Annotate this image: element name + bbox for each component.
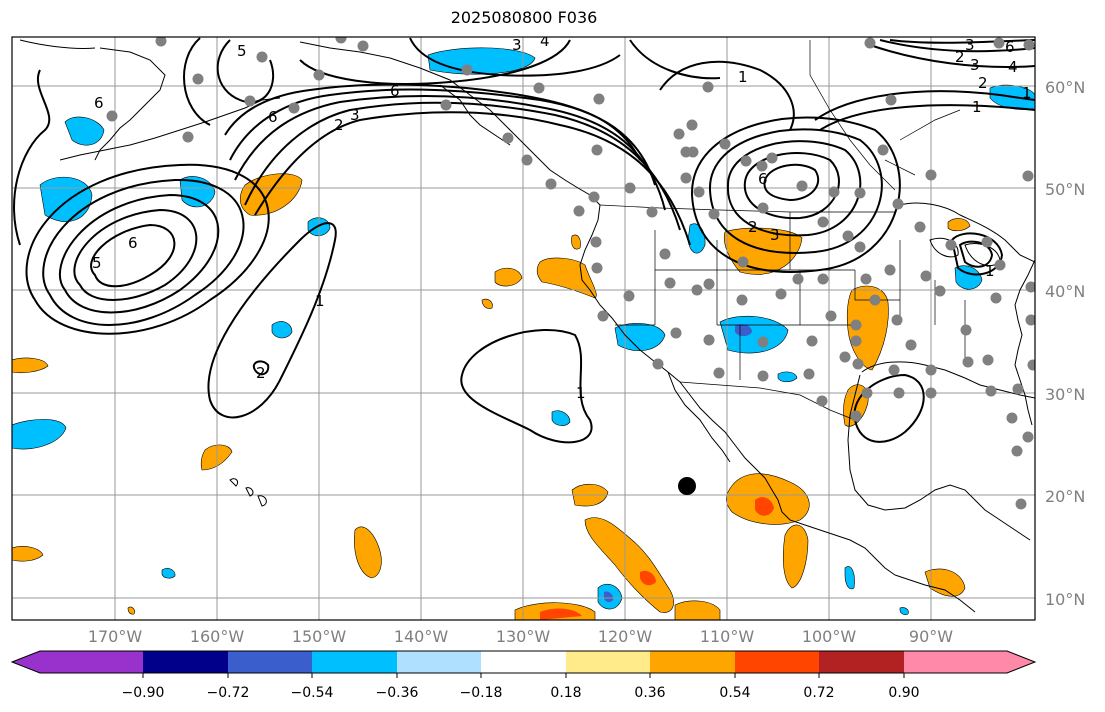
lon-label-150w: 150°W [292, 627, 347, 646]
contour-label: 1 [738, 68, 748, 86]
contour-label: 3 [965, 36, 975, 54]
contour-label: 1 [985, 262, 995, 280]
contour-label: 2 [748, 218, 758, 236]
lon-label-160w: 160°W [190, 627, 245, 646]
contour-label: 3 [770, 226, 780, 244]
colorbar-tick-label: −0.90 [122, 685, 165, 701]
contour-label: 2 [256, 364, 266, 382]
colorbar-tick-label: 0.90 [888, 685, 919, 701]
contour-label: 6 [1005, 38, 1015, 56]
contour-label: 5 [92, 254, 102, 272]
latitude-labels: 60°N 50°N 40°N 30°N 20°N 10°N [1045, 78, 1085, 609]
contour-label: 3 [512, 36, 522, 54]
lat-label-30n: 30°N [1045, 385, 1085, 404]
contour-label: 2 [334, 116, 344, 134]
colorbar-segment [228, 651, 312, 673]
contour-label-group: 5 4 3 6 6 2 3 1 6 3 2 1 6 5 6 1 2 1 3 2 … [92, 32, 1032, 402]
map-frame [11, 36, 1036, 621]
contour-lines [13, 37, 1035, 444]
map-panel: 5 4 3 6 6 2 3 1 6 3 2 1 6 5 6 1 2 1 3 2 … [12, 32, 1035, 620]
colorbar-tick-label: −0.18 [460, 685, 503, 701]
lat-label-20n: 20°N [1045, 487, 1085, 506]
lat-label-60n: 60°N [1045, 78, 1085, 97]
colorbar-tick-label: −0.72 [207, 685, 250, 701]
colorbar-segment [12, 651, 143, 673]
lat-label-10n: 10°N [1045, 590, 1085, 609]
marker-dot [678, 477, 696, 495]
lat-label-40n: 40°N [1045, 282, 1085, 301]
contour-label: 1 [1022, 84, 1032, 102]
lon-label-170w: 170°W [88, 627, 143, 646]
contour-label: 6 [128, 234, 138, 252]
map-title: 2025080800 F036 [450, 8, 598, 27]
colorbar-tick-label: 0.72 [803, 685, 834, 701]
lon-label-110w: 110°W [700, 627, 755, 646]
colorbar-tick-label: −0.54 [291, 685, 334, 701]
contour-label: 6 [94, 94, 104, 112]
longitude-labels: 170°W 160°W 150°W 140°W 130°W 120°W 110°… [88, 627, 953, 646]
colorbar-labels: −0.90 −0.72 −0.54 −0.36 −0.18 0.18 0.36 … [122, 685, 920, 701]
colorbar-tick-label: 0.18 [550, 685, 581, 701]
lon-label-120w: 120°W [598, 627, 653, 646]
contour-label: 2 [978, 74, 988, 92]
contour-label: 6 [758, 170, 768, 188]
colorbar-segment [312, 651, 397, 673]
lon-label-90w: 90°W [909, 627, 953, 646]
lon-label-140w: 140°W [394, 627, 449, 646]
lon-label-130w: 130°W [496, 627, 551, 646]
colorbar-tick-label: 0.36 [634, 685, 665, 701]
colorbar-segment [904, 651, 1035, 673]
contour-label: 3 [350, 106, 360, 124]
colorbar-segment [650, 651, 735, 673]
contour-label: 6 [268, 108, 278, 126]
contour-label: 1 [972, 98, 982, 116]
contour-label: 6 [390, 82, 400, 100]
colorbar-segment [735, 651, 819, 673]
graticule [12, 37, 1035, 620]
colorbar-tick-label: 0.54 [719, 685, 750, 701]
contour-label: 4 [540, 32, 550, 50]
colorbar-segment [143, 651, 228, 673]
colorbar [10, 650, 1037, 678]
station-markers [106, 37, 1035, 510]
contour-label: 1 [576, 384, 586, 402]
colorbar-segment [397, 651, 481, 673]
colorbar-outline [10, 650, 1037, 674]
contour-label: 2 [955, 48, 965, 66]
colorbar-segment [481, 651, 566, 673]
contour-label: 5 [237, 42, 247, 60]
colorbar-segment [819, 651, 904, 673]
contour-label: 3 [970, 56, 980, 74]
contour-label: 1 [315, 292, 325, 310]
colorbar-tick-label: −0.36 [376, 685, 419, 701]
contour-label: 4 [1008, 58, 1018, 76]
lon-label-100w: 100°W [802, 627, 857, 646]
lat-label-50n: 50°N [1045, 180, 1085, 199]
colorbar-segment [566, 651, 650, 673]
